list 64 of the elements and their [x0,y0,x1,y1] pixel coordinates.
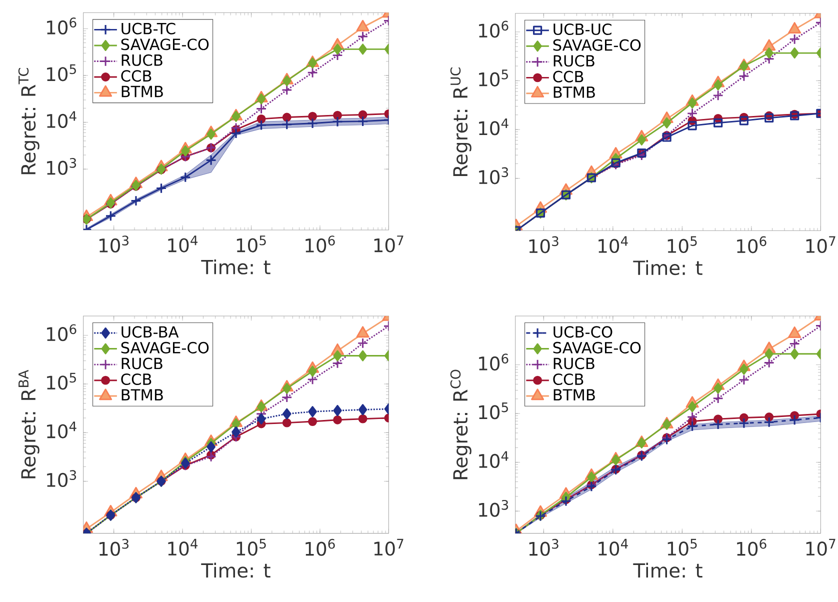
y-tick-label: 10$^{4}$ [479,451,508,468]
x-tick-label: 10$^{7}$ [806,538,836,556]
y-tick-label: 10$^{3}$ [47,470,76,488]
x-tick-label: 10$^{5}$ [668,538,697,556]
legend-label: BTMB [554,86,595,98]
x-tick-label: 10$^{4}$ [168,236,198,252]
x-tick-label: 10$^{4}$ [168,538,198,556]
x-tick-label: 10$^{7}$ [374,538,404,556]
y-tick-label: 10$^{6}$ [47,324,76,342]
y-tick-label: 10$^{6}$ [479,20,508,38]
x-axis-title: Time: t [201,259,270,274]
x-tick-label: 10$^{3}$ [100,538,128,556]
y-tick-label: 10$^{5}$ [47,372,76,390]
x-tick-label: 10$^{3}$ [100,236,128,253]
legend-label: UCB-BA [122,326,179,338]
y-tick-label: 10$^{6}$ [47,18,76,34]
x-axis-title: Time: t [201,562,270,578]
x-tick-label: 10$^{3}$ [529,538,558,556]
y-tick-label: 10$^{5}$ [47,64,76,82]
y-tick-label: 10$^{4}$ [47,422,76,438]
legend-label: RUCB [554,55,594,67]
x-tick-label: 10$^{6}$ [306,236,335,253]
y-tick-label: 10$^{3}$ [479,167,508,184]
legend-label: UCB-CO [554,326,612,338]
y-axis-title: Regret: R$^{CO}$ [450,370,472,480]
legend-label: CCB [121,373,152,386]
x-tick-label: 10$^{4}$ [598,236,628,254]
y-tick-label: 10$^{4}$ [479,118,508,136]
y-axis-title: Regret: R$^{BA}$ [18,370,40,478]
legend-label: UCB-TC [122,22,176,34]
legend-label: CCB [553,373,584,386]
legend-label: UCB-UC [554,23,612,36]
y-tick-label: 10$^{6}$ [479,354,508,371]
legend-label: SAVAGE-CO [121,38,209,50]
y-tick-label: 10$^{4}$ [47,111,76,128]
x-tick-label: 10$^{7}$ [806,236,836,254]
x-tick-label: 10$^{5}$ [236,538,266,556]
x-tick-label: 10$^{6}$ [306,538,335,556]
y-axis-title: Regret: R$^{UC}$ [450,67,472,176]
x-tick-label: 10$^{6}$ [737,236,766,254]
legend-label: RUCB [554,358,594,370]
y-tick-label: 10$^{3}$ [47,158,76,175]
legend-label: BTMB [122,86,163,98]
x-axis-title: Time: t [633,260,702,276]
x-tick-label: 10$^{6}$ [737,538,766,556]
legend-label: RUCB [122,358,162,370]
legend-label: SAVAGE-CO [121,342,209,354]
legend-label: BTMB [122,389,163,400]
x-axis-title: Time: t [633,562,702,578]
legend-label: CCB [553,70,584,82]
x-tick-label: 10$^{5}$ [236,236,266,252]
y-tick-label: 10$^{5}$ [479,402,508,420]
x-tick-label: 10$^{4}$ [598,538,628,556]
legend-label: BTMB [554,389,595,400]
x-tick-label: 10$^{3}$ [529,236,558,254]
y-tick-label: 10$^{3}$ [479,500,508,517]
x-tick-label: 10$^{7}$ [374,236,404,252]
legend-label: SAVAGE-CO [553,342,641,354]
legend-label: RUCB [122,54,162,66]
y-tick-label: 10$^{5}$ [479,70,508,86]
y-axis-title: Regret: R$^{TC}$ [18,68,40,174]
legend-label: CCB [121,70,152,82]
legend-label: SAVAGE-CO [553,39,641,51]
x-tick-label: 10$^{5}$ [668,236,697,254]
